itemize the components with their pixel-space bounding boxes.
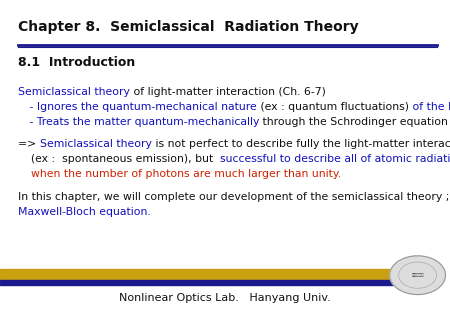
Text: of light-matter interaction (Ch. 6-7): of light-matter interaction (Ch. 6-7): [130, 87, 326, 97]
Text: =>: =>: [18, 139, 40, 149]
Text: - Treats the matter quantum-mechanically: - Treats the matter quantum-mechanically: [26, 117, 260, 127]
Text: successful to describe all of atomic radiation: successful to describe all of atomic rad…: [220, 154, 450, 164]
Text: 한양대학교: 한양대학교: [411, 273, 424, 277]
Bar: [0, 269, 394, 281]
Text: Semiclassical theory: Semiclassical theory: [18, 87, 130, 97]
Text: is not perfect to describe fully the light-matter interactions: is not perfect to describe fully the lig…: [152, 139, 450, 149]
Text: when the number of photons are much larger than unity.: when the number of photons are much larg…: [31, 169, 341, 179]
Text: 8.1  Introduction: 8.1 Introduction: [18, 56, 135, 69]
Text: Nonlinear Optics Lab.   Hanyang Univ.: Nonlinear Optics Lab. Hanyang Univ.: [119, 293, 331, 303]
Text: Maxwell-Bloch equation.: Maxwell-Bloch equation.: [18, 207, 151, 217]
Bar: [0, 280, 394, 285]
Text: In this chapter, we will complete our development of the semiclassical theory ;: In this chapter, we will complete our de…: [18, 192, 450, 202]
Circle shape: [390, 256, 446, 295]
Text: of the EM field: of the EM field: [409, 102, 450, 112]
Text: (ex : quantum fluctuations): (ex : quantum fluctuations): [257, 102, 409, 112]
Text: (ex :  spontaneous emission), but: (ex : spontaneous emission), but: [31, 154, 220, 164]
Text: Chapter 8.  Semiclassical  Radiation Theory: Chapter 8. Semiclassical Radiation Theor…: [18, 20, 359, 34]
Text: through the Schrodinger equation: through the Schrodinger equation: [260, 117, 448, 127]
Text: Semiclassical theory: Semiclassical theory: [40, 139, 152, 149]
Text: - Ignores the quantum-mechanical nature: - Ignores the quantum-mechanical nature: [26, 102, 257, 112]
